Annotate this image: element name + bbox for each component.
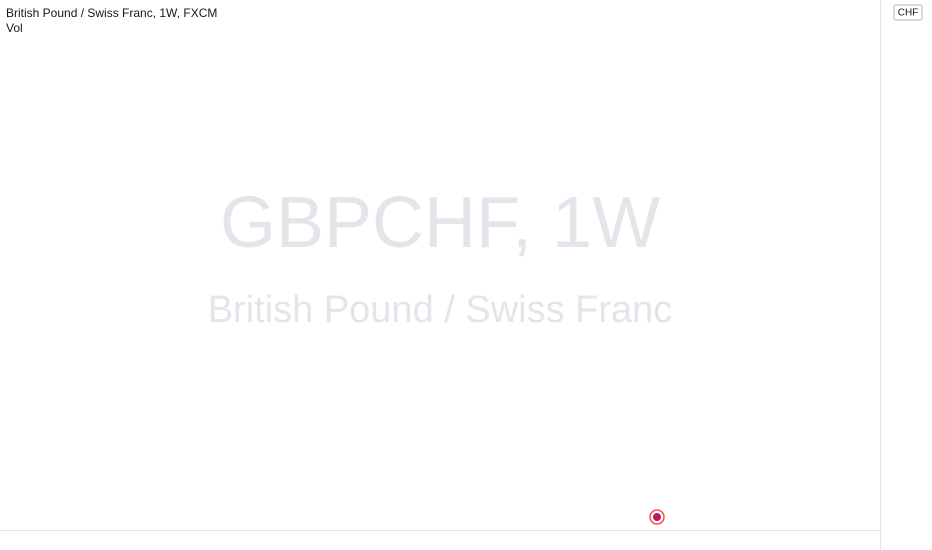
chart-title: British Pound / Swiss Franc, 1W, FXCM [6, 6, 217, 20]
currency-button[interactable] [893, 4, 923, 21]
indicator-label: Vol [6, 21, 23, 35]
currency-label[interactable]: CHF [898, 8, 919, 19]
event-icon-inner [653, 513, 661, 521]
watermark-symbol: GBPCHF, 1W [220, 183, 660, 263]
watermark-name: British Pound / Swiss Franc [208, 289, 673, 331]
watermark: GBPCHF, 1W British Pound / Swiss Franc [208, 183, 673, 331]
